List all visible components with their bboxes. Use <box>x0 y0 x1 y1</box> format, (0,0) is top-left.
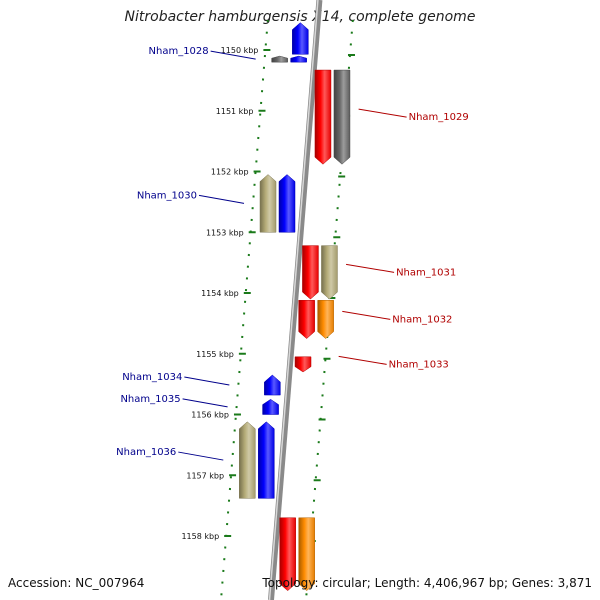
gene-arrow <box>278 174 296 233</box>
gene-g3 <box>314 69 332 165</box>
gene-label: Nham_1030 <box>137 190 197 201</box>
tick-label: 1153 kbp <box>206 228 244 237</box>
gene-g11 <box>294 356 312 373</box>
gene-arrow <box>321 245 338 300</box>
genome-backbone <box>268 0 323 600</box>
gene-arrow <box>298 300 315 339</box>
gene-label-leader <box>178 451 224 461</box>
gene-g9 <box>298 300 315 339</box>
gene-label: Nham_1031 <box>396 267 456 278</box>
gene-label-leader <box>358 108 407 118</box>
gene-g0 <box>292 22 309 55</box>
gene-label-leader <box>210 50 256 60</box>
gene-g13 <box>262 399 279 415</box>
gene-g15 <box>239 421 256 499</box>
gene-label: Nham_1032 <box>392 314 452 325</box>
map-title: Nitrobacter hamburgensis X14, complete g… <box>124 9 476 25</box>
gene-arrow <box>259 174 277 233</box>
gene-label: Nham_1034 <box>122 372 182 383</box>
gene-arrow <box>262 399 279 415</box>
tick-label: 1150 kbp <box>221 46 259 55</box>
gene-label: Nham_1028 <box>149 46 209 57</box>
gene-arrow <box>292 22 309 55</box>
gene-label: Nham_1029 <box>409 112 469 123</box>
gene-arrow <box>239 421 256 499</box>
tick-label: 1156 kbp <box>191 411 229 420</box>
genome-summary-text: Topology: circular; Length: 4,406,967 bp… <box>262 576 592 590</box>
gene-label-leader <box>342 310 391 320</box>
gene-label-leader <box>182 398 228 408</box>
gene-arrow <box>271 55 288 63</box>
gene-label-leader <box>184 376 230 386</box>
left-dotted-line <box>220 19 269 596</box>
gene-arrow <box>258 421 275 499</box>
gene-label-leader <box>338 355 387 365</box>
gene-g2 <box>271 55 288 63</box>
gene-arrow <box>302 245 319 300</box>
gene-g1 <box>290 55 307 63</box>
gene-g17 <box>298 517 315 592</box>
gene-label-leader <box>346 263 395 273</box>
tick-label: 1152 kbp <box>211 168 249 177</box>
gene-g5 <box>278 174 296 233</box>
gene-arrow <box>290 55 307 63</box>
gene-label: Nham_1036 <box>116 447 176 458</box>
gene-arrow <box>317 300 334 339</box>
gene-label: Nham_1033 <box>389 359 449 370</box>
gene-arrow <box>333 69 351 165</box>
gene-arrow <box>279 517 296 592</box>
gene-g7 <box>302 245 319 300</box>
gene-label: Nham_1035 <box>120 394 180 405</box>
gene-g8 <box>321 245 338 300</box>
tick-label: 1155 kbp <box>196 350 234 359</box>
accession-text: Accession: NC_007964 <box>8 576 145 590</box>
backbone-highlight <box>268 0 319 600</box>
gene-label-leader <box>198 194 245 204</box>
gene-g4 <box>333 69 351 165</box>
backbone-line <box>268 0 323 600</box>
tick-label: 1151 kbp <box>216 107 254 116</box>
gene-arrow <box>294 356 312 373</box>
gene-g16 <box>279 517 296 592</box>
tick-label: 1154 kbp <box>201 289 239 298</box>
gene-g14 <box>258 421 275 499</box>
gene-g12 <box>264 374 281 396</box>
gene-arrow <box>298 517 315 592</box>
gene-g10 <box>317 300 334 339</box>
gene-arrow <box>264 374 281 396</box>
gene-arrow <box>314 69 332 165</box>
gene-g6 <box>259 174 277 233</box>
tick-label: 1157 kbp <box>186 471 224 480</box>
tick-label: 1158 kbp <box>181 532 219 541</box>
